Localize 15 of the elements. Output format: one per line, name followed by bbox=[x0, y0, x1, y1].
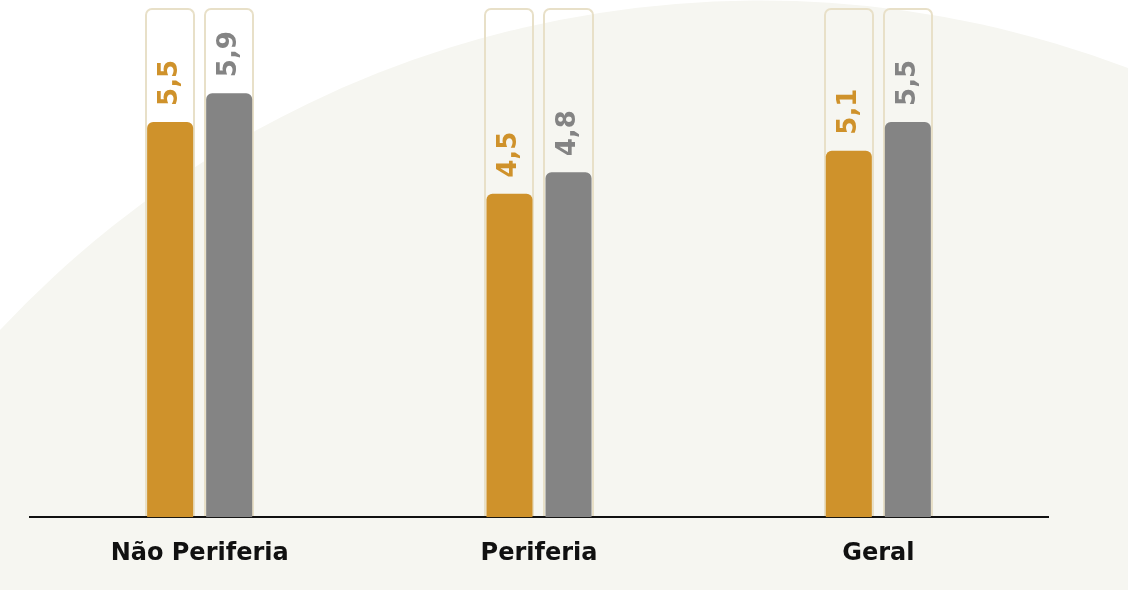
bar bbox=[206, 93, 253, 518]
data-label: 4,8 bbox=[551, 110, 582, 157]
bar bbox=[825, 150, 872, 518]
x-tick-label: Não Periferia bbox=[110, 537, 289, 566]
x-tick-label: Geral bbox=[842, 537, 915, 566]
data-label: 4,5 bbox=[492, 131, 523, 178]
data-label: 5,5 bbox=[890, 59, 921, 106]
bar bbox=[545, 172, 592, 518]
bar bbox=[147, 121, 194, 518]
bar bbox=[884, 121, 931, 518]
x-tick-label: Periferia bbox=[480, 537, 598, 566]
data-label: 5,1 bbox=[831, 88, 862, 135]
data-label: 5,9 bbox=[211, 31, 242, 78]
data-label: 5,5 bbox=[152, 59, 183, 106]
bar bbox=[486, 193, 533, 518]
